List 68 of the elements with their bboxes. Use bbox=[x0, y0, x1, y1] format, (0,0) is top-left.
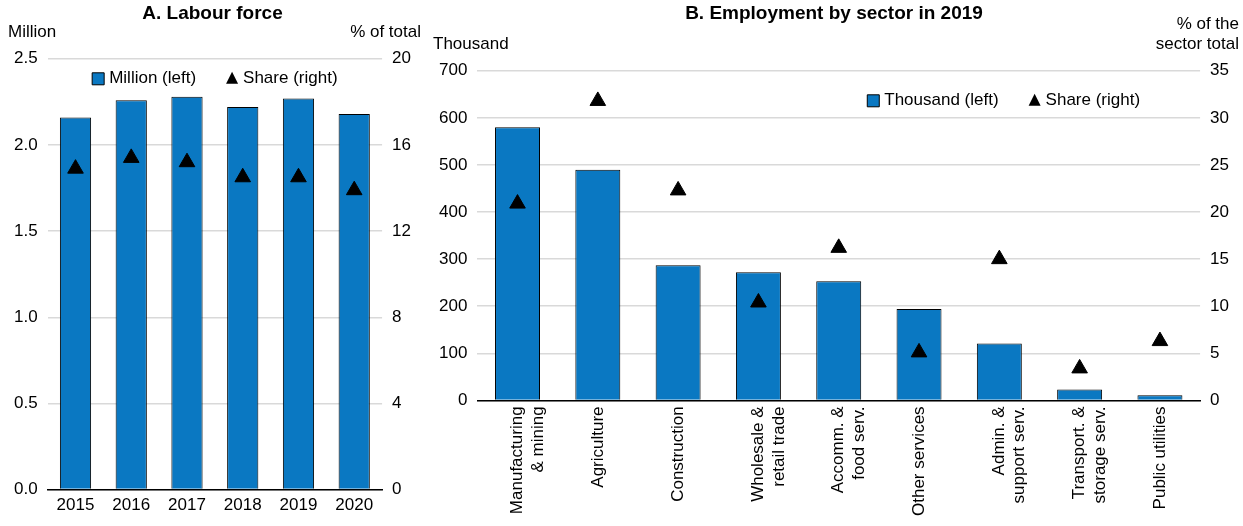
chart-title: A. Labour force bbox=[142, 1, 283, 23]
point bbox=[1071, 358, 1088, 374]
x-tick-label: Transport. & storage serv. bbox=[1069, 405, 1109, 504]
y-tick-label: 400 bbox=[438, 201, 468, 221]
y-tick-label: 0 bbox=[457, 390, 468, 410]
y-tick-label: 1.0 bbox=[13, 306, 38, 326]
y-tick-label: 1.5 bbox=[13, 220, 38, 240]
point bbox=[830, 238, 848, 253]
legend-label: Thousand (left) bbox=[884, 90, 999, 110]
y-tick-label: 300 bbox=[438, 248, 468, 268]
point bbox=[910, 342, 928, 358]
x-tick-label: 2019 bbox=[279, 495, 318, 515]
x-tick-label: Other services bbox=[908, 406, 928, 517]
y2-tick-label: 16 bbox=[392, 134, 412, 154]
point bbox=[1151, 331, 1169, 347]
chart-title: B. Employment by sector in 2019 bbox=[685, 1, 983, 23]
point bbox=[589, 91, 607, 106]
x-tick-label: Construction bbox=[667, 406, 687, 502]
point bbox=[669, 180, 687, 196]
x-tick-label: Agriculture bbox=[587, 406, 607, 488]
y2-tick-label: 35 bbox=[1210, 60, 1230, 80]
y-tick-label: 600 bbox=[438, 107, 468, 127]
y-tick-label: 200 bbox=[438, 295, 468, 315]
x-tick-label: Admin. & support serv. bbox=[989, 405, 1029, 504]
x-tick-label: 2020 bbox=[335, 495, 374, 515]
x-tick-label: Manufacturing & mining bbox=[507, 406, 547, 515]
y-tick-label: 2.5 bbox=[13, 48, 38, 68]
point bbox=[122, 148, 140, 163]
y2-tick-label: 15 bbox=[1210, 248, 1230, 268]
point bbox=[991, 249, 1008, 265]
y-tick-label: 700 bbox=[438, 60, 468, 80]
y2-tick-label: 30 bbox=[1210, 107, 1230, 127]
y2-tick-label: 5 bbox=[1210, 343, 1220, 363]
y2-tick-label: 10 bbox=[1210, 295, 1230, 315]
y2-tick-label: 4 bbox=[392, 393, 402, 413]
point bbox=[234, 167, 252, 183]
x-tick-label: 2016 bbox=[112, 495, 151, 515]
legend-label: Million (left) bbox=[109, 68, 197, 88]
y-tick-label: 2.0 bbox=[13, 134, 38, 154]
y2-tick-label: 20 bbox=[1210, 201, 1230, 221]
y-tick-label: 500 bbox=[438, 154, 468, 174]
legend-label: Share (right) bbox=[1045, 90, 1141, 110]
point bbox=[750, 292, 767, 308]
x-tick-label: 2017 bbox=[168, 495, 206, 515]
y-axis-title: Thousand bbox=[433, 33, 509, 53]
x-tick-label: 2015 bbox=[56, 495, 95, 515]
y2-tick-label: 8 bbox=[392, 306, 402, 326]
y2-axis-title: % of the sector total bbox=[1155, 13, 1239, 53]
y2-tick-label: 25 bbox=[1210, 154, 1230, 174]
y2-tick-label: 0 bbox=[1210, 390, 1220, 410]
y2-tick-label: 20 bbox=[392, 48, 412, 68]
y-tick-label: 0.0 bbox=[13, 479, 38, 499]
y-axis-title: Million bbox=[8, 21, 57, 41]
legend-label: Share (right) bbox=[243, 68, 338, 88]
y-tick-label: 100 bbox=[438, 343, 468, 363]
x-tick-label: 2018 bbox=[223, 495, 262, 515]
y-tick-label: 0.5 bbox=[13, 393, 38, 413]
x-tick-label: Accomm. & food serv. bbox=[828, 405, 868, 494]
x-tick-label: Wholesale & retail trade bbox=[748, 405, 788, 502]
y2-axis-title: % of total bbox=[350, 21, 421, 41]
point bbox=[345, 180, 363, 196]
y2-tick-label: 0 bbox=[392, 479, 402, 499]
x-tick-label: Public utilities bbox=[1149, 406, 1169, 510]
point bbox=[178, 152, 196, 168]
point bbox=[290, 167, 307, 183]
point bbox=[67, 159, 84, 174]
y2-tick-label: 12 bbox=[392, 220, 412, 240]
point bbox=[509, 194, 526, 209]
